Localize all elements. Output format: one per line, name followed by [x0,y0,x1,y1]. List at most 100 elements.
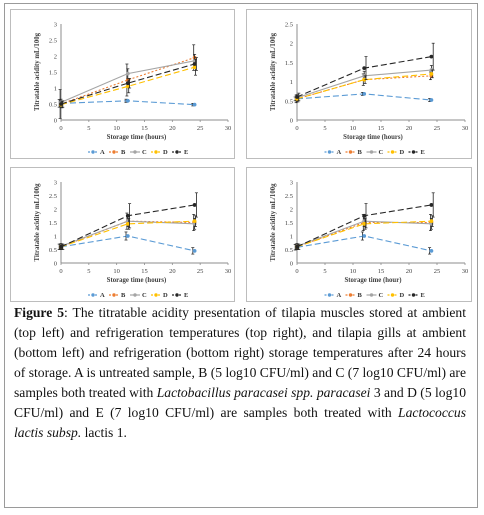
y-axis-title: Titratable acidity mL/100g [270,183,277,262]
x-tick-label: 10 [113,268,120,275]
x-axis-title: Storage time (hours) [107,134,167,141]
legend-label-e: E [421,149,425,156]
x-tick-label: 25 [434,268,441,275]
legend-marker-d [154,293,158,297]
caption-text-3: lactis 1. [81,425,127,440]
legend-marker-c [133,293,137,297]
data-point-a [429,248,434,253]
x-tick-label: 5 [323,268,326,275]
legend-marker-c [133,150,137,154]
x-tick-label: 15 [141,268,148,275]
y-tick-label: 1.5 [285,60,293,67]
data-point-a [429,98,434,102]
legend-marker-a [91,150,95,154]
x-tick-label: 30 [225,125,232,132]
y-tick-label: 0.5 [49,102,57,109]
data-point-e [192,203,197,207]
y-tick-label: 1 [290,234,293,241]
y-tick-label: 2 [54,207,57,214]
legend-label-e: E [421,292,425,299]
y-tick-label: 1 [290,79,293,86]
chart-panel-top-right: 0 0.5 1 1.5 2 2.5 0 5 10 15 20 25 30 Storage time (ho… [246,9,472,159]
legend-label-e: E [184,149,188,156]
y-axis-title: Titratable acidity mL/100g [34,183,41,262]
series-line-d [296,220,432,248]
legend-label-a: A [337,292,342,299]
legend-label-a: A [337,149,342,156]
x-tick-label: 25 [197,125,204,132]
x-tick-label: 20 [169,268,176,275]
x-tick-label: 15 [378,268,385,275]
data-point-e [362,66,367,71]
data-point-e [125,81,130,86]
legend-label-d: D [400,292,405,299]
chart-panel-bottom-left: 0 0.5 1 1.5 2 2.5 3 0 5 10 15 20 25 30 Storage time (h… [10,167,235,302]
data-point-a [192,248,197,253]
series-line-b [60,220,195,248]
data-point-d [429,72,434,76]
figure-frame: 0 0.5 1 1.5 2 2.5 3 0 5 10 15 20 25 30 Storage time (h… [4,3,478,508]
x-tick-label: 20 [406,268,413,275]
data-point-e [429,54,434,59]
y-tick-label: 0 [54,261,57,268]
legend-marker-e [175,293,179,297]
data-point-a [192,102,197,107]
x-axis-title: Storage time (hour) [344,277,401,284]
legend-label-d: D [163,292,168,299]
series-line-e [60,63,195,105]
data-point-d [125,221,130,226]
data-point-e [295,244,299,249]
data-point-e [192,62,197,66]
chart-top-right: 0 0.5 1 1.5 2 2.5 0 5 10 15 20 25 30 Storage time (ho… [270,22,468,157]
data-point-a [125,234,130,238]
y-tick-label: 2.5 [285,193,293,200]
chart-panel-bottom-right: 0 0.5 1 1.5 2 2.5 3 0 5 10 15 20 25 30 Storage time (h… [246,167,472,302]
y-axis-title: Titratable acidity mL/100g [34,32,41,111]
y-tick-label: 1.5 [49,220,57,227]
caption-text-2: 3 and D (5 log10 CFU/ml) and E (7 log10 … [14,385,466,420]
y-tick-label: 1 [54,234,57,241]
y-tick-label: 2.5 [285,22,293,29]
x-tick-label: 5 [87,268,90,275]
legend-marker-b [348,293,353,297]
caption-label: Figure 5 [14,305,65,320]
data-point-e [429,203,434,207]
x-tick-label: 0 [59,125,62,132]
x-tick-label: 5 [87,125,90,132]
x-tick-label: 30 [462,268,469,275]
x-tick-label: 5 [323,125,326,132]
y-tick-label: 2 [290,207,293,214]
y-tick-label: 3 [54,180,57,187]
legend-marker-c [369,293,374,297]
legend-label-b: B [121,149,126,156]
legend-label-b: B [121,292,126,299]
legend-label-e: E [184,292,188,299]
legend-label-c: C [379,292,384,299]
legend-marker-d [390,150,395,154]
caption-species-1: Lactobacillus paracasei spp. paracasei [156,385,371,400]
legend-label-c: C [142,149,147,156]
data-point-d [429,219,434,224]
figure-caption: Figure 5: The titratable acidity present… [14,303,466,443]
y-tick-label: 2.5 [49,193,57,200]
y-tick-label: 0.5 [285,247,293,254]
legend-marker-a [327,293,332,297]
legend-label-a: A [100,292,105,299]
data-point-e [295,95,299,99]
series-line-d [296,73,432,100]
y-tick-label: 1.5 [49,70,57,77]
legend-marker-b [112,150,116,154]
data-point-d [192,65,197,70]
legend-label-d: D [163,149,168,156]
data-point-d [192,219,197,224]
x-tick-label: 10 [350,125,357,132]
legend-marker-b [348,150,353,154]
legend-marker-a [327,150,332,154]
y-tick-label: 1 [54,86,57,93]
y-tick-label: 0.5 [49,247,57,254]
x-tick-label: 25 [434,125,441,132]
legend-label-c: C [379,149,384,156]
x-tick-label: 15 [378,125,385,132]
